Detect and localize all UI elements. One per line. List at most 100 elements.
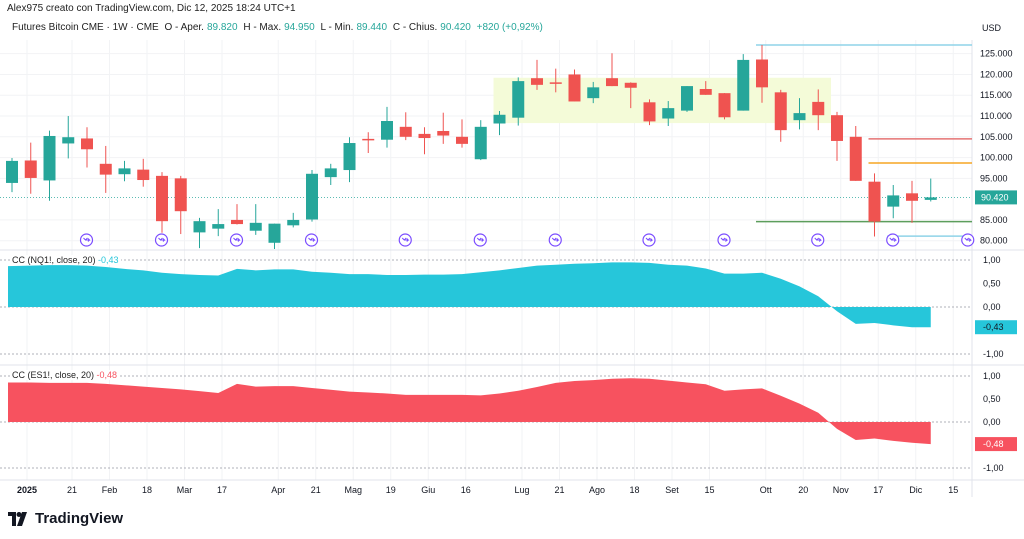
time-tick: 15 [948, 485, 958, 495]
time-tick: 18 [142, 485, 152, 495]
candle-body [399, 126, 412, 137]
candle-body [737, 59, 750, 111]
indicator-label: CC (ES1!, close, 20) [12, 370, 95, 380]
candle-body [118, 168, 131, 175]
candle-body [587, 87, 600, 99]
candle-body [549, 82, 562, 84]
time-tick: Mar [177, 485, 193, 495]
candle-body [43, 135, 56, 181]
candle-body [343, 143, 356, 171]
symbol-legend: Futures Bitcoin CME · 1W · CME O - Aper.… [12, 22, 546, 33]
correlation-area [8, 378, 931, 445]
candle-body [681, 86, 693, 111]
indicator-value-label: -0,43 [983, 322, 1004, 332]
price-tick: 125.000 [980, 49, 1013, 59]
chart-canvas[interactable]: 125.000 120.000 115.000 110.000 105.000 100.0… [0, 0, 1024, 500]
candle-body [906, 193, 918, 201]
event-arrow-icon [964, 237, 972, 242]
time-tick: 20 [798, 485, 808, 495]
time-tick: 17 [217, 485, 227, 495]
indicator-axis-tick: 0,50 [983, 279, 1001, 289]
time-tick: Dic [909, 485, 922, 495]
indicator-axis-tick: -1,00 [983, 349, 1004, 359]
price-tick: 105.000 [980, 132, 1013, 142]
candle-body [324, 168, 337, 178]
event-arrow-icon [476, 237, 485, 242]
chart-credit: Alex975 creato con TradingView.com, Dic … [7, 3, 296, 14]
candle-body [6, 160, 18, 183]
candle-body [362, 138, 375, 141]
close-value: 90.420 [440, 22, 471, 33]
time-tick: 15 [704, 485, 714, 495]
low-value: 89.440 [356, 22, 388, 33]
open-value: 89.820 [206, 22, 238, 33]
candle-body [231, 219, 243, 225]
candle-body [887, 195, 900, 207]
candle-body [437, 130, 450, 136]
candle-body [812, 101, 825, 116]
indicator-axis-tick: 1,00 [983, 371, 1001, 381]
close-label: C - Chius. [392, 22, 438, 33]
high-label: H - Max. [243, 22, 282, 33]
candle-body [606, 78, 618, 87]
event-arrow-icon [814, 237, 822, 242]
candle-body [531, 78, 543, 85]
indicator-axis-tick: 0,50 [983, 394, 1001, 404]
indicator-axis-tick: -1,00 [983, 463, 1004, 473]
time-tick: Mag [344, 485, 362, 495]
time-tick: Ott [760, 485, 773, 495]
price-tick: 85.000 [980, 215, 1008, 225]
candle-body [287, 219, 300, 226]
event-arrow-icon [645, 237, 654, 242]
last-price-label: 90.420 [981, 192, 1009, 202]
indicator-value: -0,43 [98, 255, 119, 265]
candle-body [662, 108, 675, 119]
event-arrow-icon [158, 237, 166, 242]
price-tick: 100.000 [980, 153, 1013, 163]
candle-body [268, 223, 281, 243]
candle-body [418, 133, 431, 139]
event-arrow-icon [889, 237, 897, 242]
indicator-value: -0,48 [96, 370, 118, 380]
time-tick: 19 [386, 485, 396, 495]
indicator-axis-tick: 0,00 [983, 302, 1001, 312]
candle-body [456, 136, 468, 144]
candle-body [924, 197, 937, 200]
time-tick: 2025 [17, 485, 37, 495]
event-arrow-icon [233, 237, 241, 242]
time-tick: 21 [554, 485, 564, 495]
candle-body [568, 74, 581, 102]
tradingview-logo-icon [8, 511, 27, 526]
candle-body [137, 169, 150, 181]
event-arrow-icon [720, 237, 729, 242]
last-price-badge [975, 190, 1017, 205]
candle-body [474, 126, 487, 160]
candle-body [174, 178, 187, 212]
time-tick: 18 [629, 485, 639, 495]
candle-body [512, 81, 525, 118]
candle-body [212, 224, 225, 229]
event-arrow-icon [83, 237, 91, 242]
indicator-value-label: -0,48 [983, 439, 1004, 449]
candle-body [24, 160, 37, 178]
time-tick: Nov [833, 485, 850, 495]
indicator-value-badge [975, 320, 1017, 335]
candle-body [643, 102, 656, 122]
time-tick: Apr [271, 485, 285, 495]
tradingview-logo[interactable]: TradingView [8, 510, 123, 527]
time-tick: 21 [311, 485, 321, 495]
candle-body [793, 113, 806, 121]
symbol-title[interactable]: Futures Bitcoin CME · 1W · CME [12, 22, 159, 33]
candle-body [156, 175, 168, 222]
indicator-legend-es[interactable]: CC (ES1!, close, 20) -0,48 [12, 370, 120, 380]
price-tick: 95.000 [980, 173, 1008, 183]
price-tick: 120.000 [980, 69, 1013, 79]
time-tick: Feb [102, 485, 118, 495]
time-tick: Giu [421, 485, 435, 495]
candle-body [718, 93, 731, 118]
indicator-legend-nq[interactable]: CC (NQ1!, close, 20) -0,43 [12, 255, 121, 265]
time-tick: Lug [514, 485, 529, 495]
candle-body [493, 114, 506, 124]
time-tick: 21 [67, 485, 77, 495]
currency-label: USD [982, 23, 1002, 33]
